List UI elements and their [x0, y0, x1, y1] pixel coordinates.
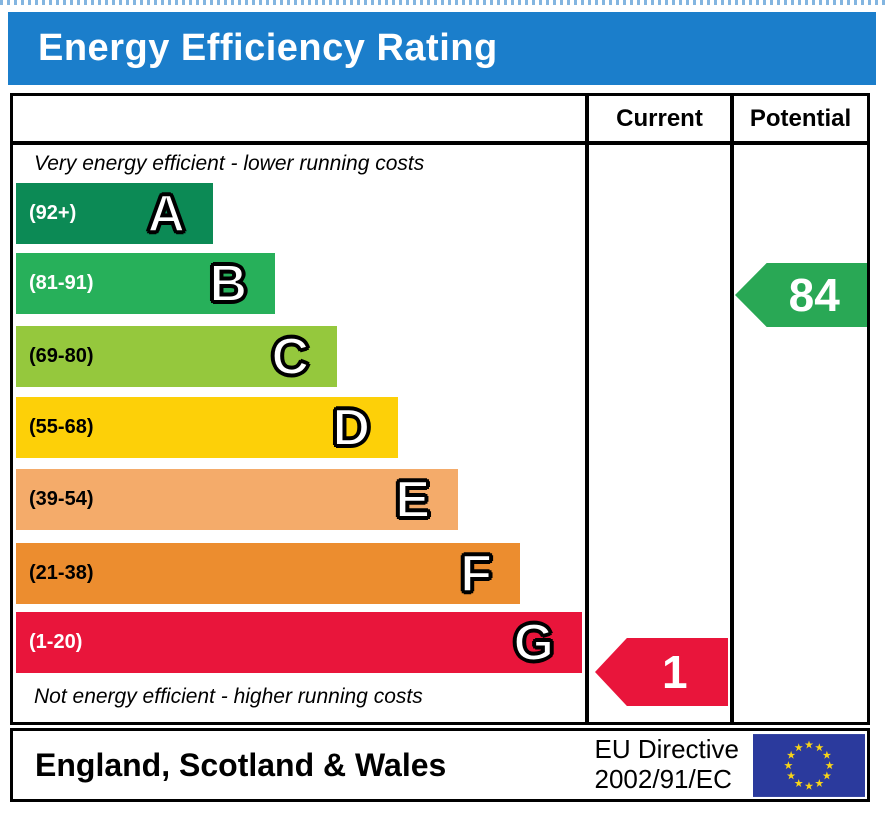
- top-note: Very energy efficient - lower running co…: [34, 152, 425, 175]
- rating-table: Current Potential Very energy efficient …: [10, 93, 870, 725]
- eu-directive-line1: EU Directive: [594, 734, 739, 765]
- band-c: (69-80) C: [16, 326, 337, 387]
- eu-directive-label: EU Directive 2002/91/EC: [594, 734, 739, 795]
- eu-directive-line2: 2002/91/EC: [594, 764, 732, 794]
- band-g: (1-20) G: [16, 612, 582, 673]
- band-e: (39-54) E: [16, 469, 458, 530]
- band-b: (81-91) B: [16, 253, 275, 314]
- band-e-range: (39-54): [29, 488, 94, 510]
- band-g-range: (1-20): [29, 631, 83, 653]
- current-column-header: Current: [616, 104, 703, 132]
- band-d-range: (55-68): [29, 416, 94, 438]
- band-d: (55-68) D: [16, 397, 398, 458]
- band-b-letter: B: [208, 254, 248, 314]
- current-rating-value: 1: [662, 646, 688, 698]
- band-c-letter: C: [270, 327, 310, 387]
- current-column-divider: [585, 96, 589, 722]
- chart-title-bar: Energy Efficiency Rating: [8, 12, 876, 85]
- potential-column-divider: [730, 96, 734, 722]
- eu-flag-icon: [753, 733, 865, 797]
- band-b-range: (81-91): [29, 272, 94, 294]
- band-e-letter: E: [394, 470, 431, 530]
- footer-bar: England, Scotland & Wales EU Directive 2…: [10, 728, 870, 802]
- footer-region-label: England, Scotland & Wales: [35, 746, 447, 783]
- band-a-range: (92+): [29, 202, 77, 224]
- band-f-letter: F: [459, 544, 493, 604]
- potential-rating-value: 84: [788, 269, 840, 321]
- potential-column-header: Potential: [749, 104, 852, 132]
- band-d-letter: D: [331, 398, 371, 458]
- current-rating-arrow: 1: [595, 638, 728, 706]
- band-a: (92+) A: [16, 183, 213, 244]
- header-divider: [13, 141, 867, 145]
- band-f: (21-38) F: [16, 543, 520, 604]
- chart-title: Energy Efficiency Rating: [38, 27, 498, 69]
- top-edge-artifact: [0, 0, 886, 5]
- band-g-letter: G: [513, 613, 555, 673]
- band-a-letter: A: [146, 184, 186, 244]
- bottom-note: Not energy efficient - higher running co…: [34, 685, 423, 708]
- band-c-range: (69-80): [29, 345, 94, 367]
- band-f-range: (21-38): [29, 562, 94, 584]
- potential-rating-arrow: 84: [735, 263, 867, 327]
